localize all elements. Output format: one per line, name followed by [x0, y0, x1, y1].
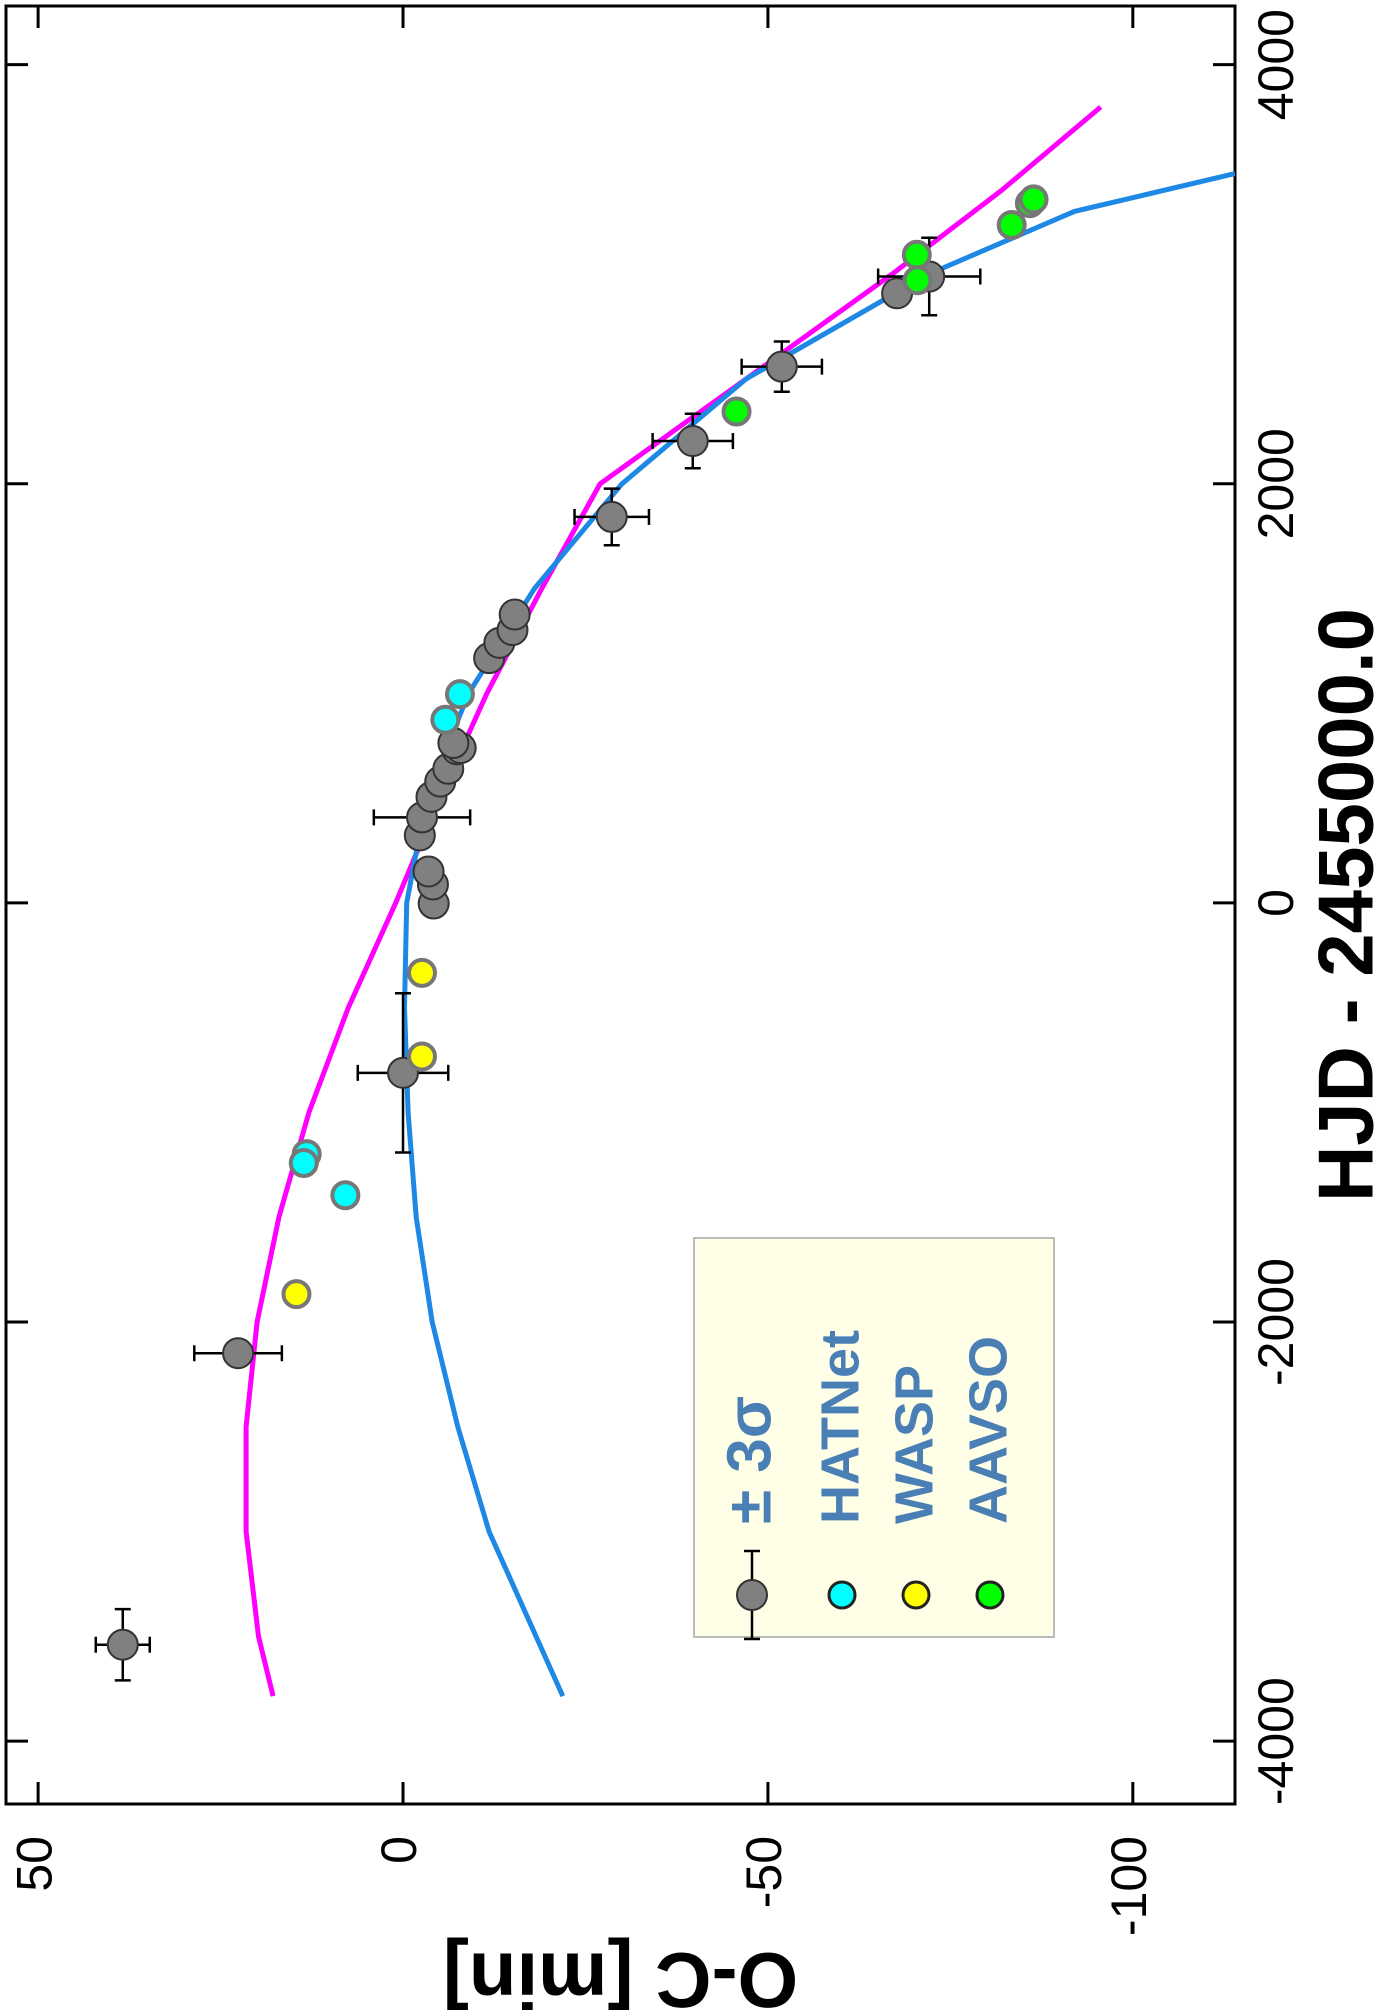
fit-curve — [243, 105, 1103, 1697]
data-point — [901, 239, 932, 270]
data-point — [1018, 184, 1049, 215]
legend-label: AAVSO — [958, 1336, 1018, 1524]
data-point — [996, 209, 1027, 240]
legend: ± 3σ HATNet WASP AAVSO — [693, 1237, 1055, 1641]
data-point — [721, 396, 752, 427]
data-point — [412, 855, 445, 888]
data-point — [595, 500, 628, 533]
data-point — [444, 679, 475, 710]
x-tick-label: 4000 — [1248, 9, 1304, 120]
x-tick-label: 2000 — [1248, 428, 1304, 539]
data-point — [330, 1180, 361, 1211]
data-point — [676, 425, 709, 458]
data-point — [406, 1041, 437, 1072]
y-tick-label: -50 — [736, 1836, 792, 1908]
legend-marker — [975, 1580, 1005, 1610]
x-tick-label: -2000 — [1248, 1258, 1304, 1386]
y-axis-title: O-C [min] — [443, 1936, 798, 2016]
data-point — [902, 265, 933, 296]
plot-area — [94, 105, 1235, 1698]
data-point — [430, 704, 461, 735]
data-point — [288, 1147, 319, 1178]
x-tick-label: 0 — [1248, 889, 1304, 917]
data-point — [406, 957, 437, 988]
y-tick-label: 50 — [6, 1836, 62, 1892]
legend-label: ± 3σ — [715, 1396, 784, 1524]
plot-frame — [4, 4, 1237, 1806]
legend-marker — [901, 1580, 931, 1610]
data-point — [281, 1279, 312, 1310]
y-tick-label: -100 — [1101, 1836, 1157, 1936]
y-tick-label: 0 — [371, 1836, 427, 1864]
data-point — [222, 1337, 255, 1370]
data-point — [106, 1628, 139, 1661]
rotated-plot: -4000 -2000 0 2000 4000 50 0 -50 -100 HJD - 24550… — [4, 4, 1390, 2016]
data-point — [498, 598, 531, 631]
legend-label: WASP — [884, 1365, 944, 1524]
legend-box — [693, 1237, 1055, 1638]
x-axis-title: HJD - 2455000.0 — [1302, 608, 1390, 1202]
legend-marker — [736, 1579, 768, 1611]
data-point — [765, 350, 798, 383]
x-tick-label: -4000 — [1248, 1677, 1304, 1805]
legend-marker — [827, 1580, 857, 1610]
legend-label: HATNet — [810, 1330, 870, 1524]
